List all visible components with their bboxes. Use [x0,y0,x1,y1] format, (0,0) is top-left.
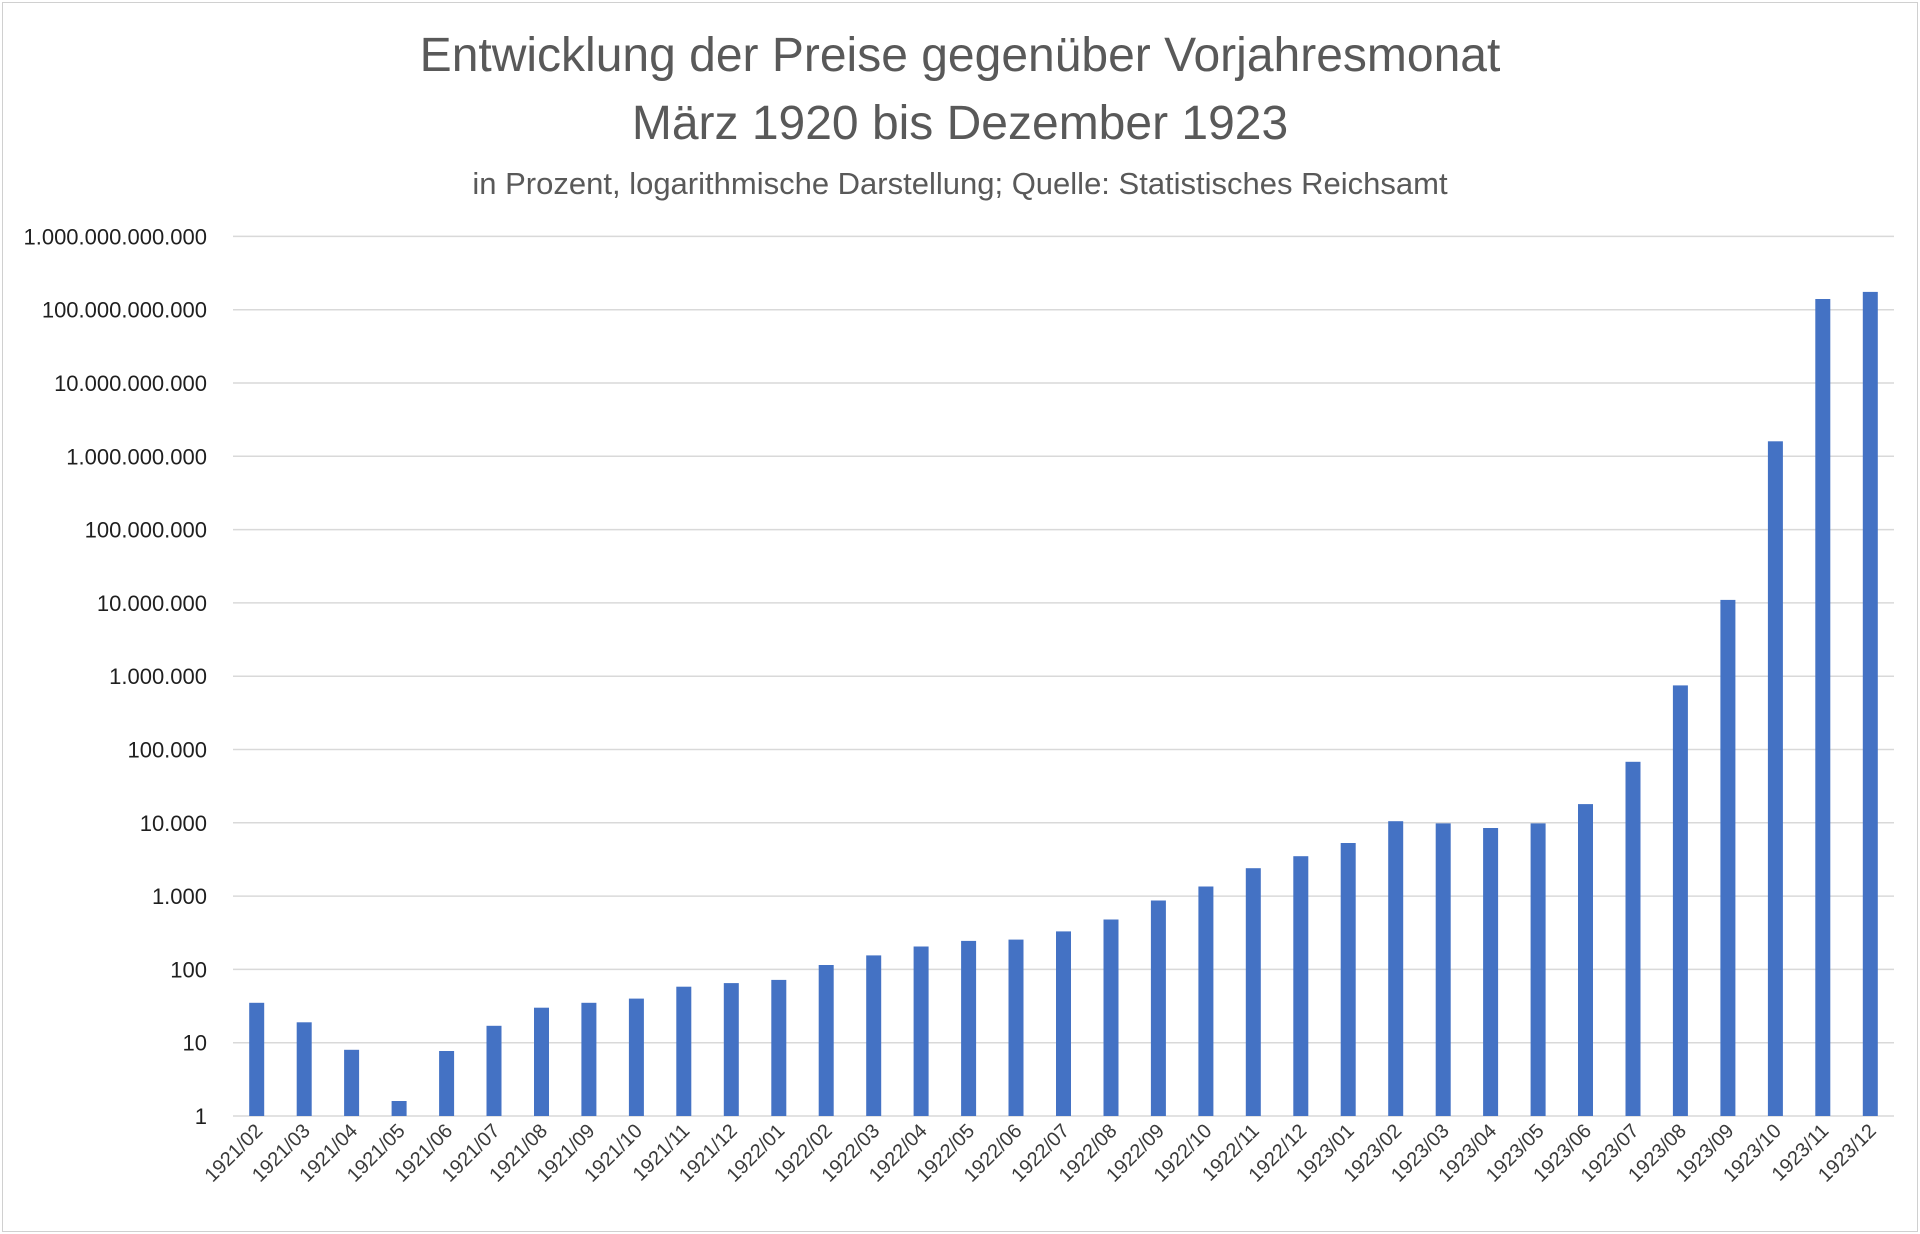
bar [1150,900,1166,1116]
bar [1245,868,1261,1116]
bar [1862,291,1878,1116]
bar [249,1002,265,1116]
bar [1815,299,1831,1116]
bar [1056,931,1071,1116]
bar [534,1007,549,1116]
bar [1388,821,1404,1116]
bars [249,291,1878,1116]
y-tick-label: 1.000.000.000.000 [23,224,207,249]
bar [1672,685,1688,1116]
bar [1625,761,1641,1116]
bar [1435,823,1451,1116]
chart-subtitle: in Prozent, logarithmische Darstellung; … [472,166,1448,201]
y-tick-label: 1 [195,1104,207,1129]
y-tick-label: 100.000.000 [85,518,207,543]
bar [818,965,834,1116]
bar [1103,919,1119,1116]
bar [344,1049,360,1116]
x-axis-tick-labels: 1921/021921/031921/041921/051921/061921/… [201,1120,1881,1187]
bar [961,940,977,1116]
bar [1008,939,1024,1116]
y-tick-label: 1.000.000.000 [66,444,207,469]
bar [1340,843,1356,1116]
y-tick-label: 100.000 [127,738,207,763]
y-axis-tick-labels: 1 10 100 1.000 10.000 100.000 1.000.000 10.000.… [23,224,207,1129]
bar [391,1101,407,1116]
y-tick-label: 10.000.000 [97,591,207,616]
bar [1198,886,1214,1116]
bar [439,1051,455,1116]
y-tick-label: 1.000.000 [109,664,207,689]
bar [1530,823,1546,1116]
y-tick-label: 100 [170,957,207,982]
y-tick-label: 10.000.000.000 [54,371,207,396]
bar [486,1025,502,1116]
bar [723,983,739,1116]
bar [296,1022,312,1116]
chart-titles: Entwicklung der Preise gegenüber Vorjahr… [0,22,1920,210]
bar [1767,441,1783,1116]
bar [913,946,929,1116]
y-tick-label: 10.000 [140,811,207,836]
bar [628,998,644,1116]
chart-title: Entwicklung der Preise gegenüber Vorjahr… [419,29,1501,82]
bar [1293,856,1309,1116]
bar [676,986,692,1116]
chart-title-line-2: März 1920 bis Dezember 1923 [631,97,1289,150]
y-tick-label: 1.000 [152,884,207,909]
bar [581,1002,597,1116]
bar [771,979,787,1116]
bar [1578,804,1593,1116]
bar [1483,828,1499,1116]
bar [866,955,882,1116]
y-tick-label: 100.000.000.000 [42,298,207,323]
y-tick-label: 10 [183,1031,207,1056]
bar [1720,599,1736,1116]
